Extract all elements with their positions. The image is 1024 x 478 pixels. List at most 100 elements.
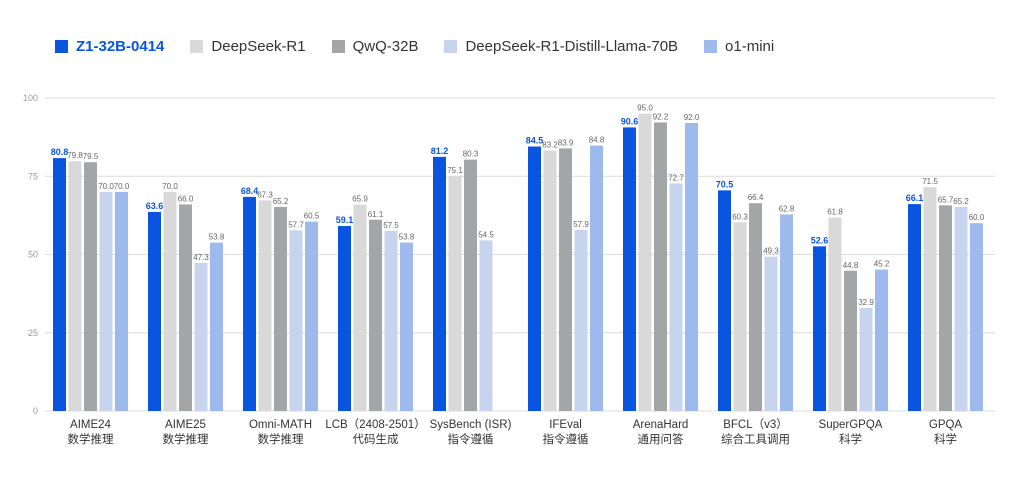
- x-tick-label: BFCL（v3）: [723, 418, 788, 431]
- data-label: 92.2: [653, 112, 669, 121]
- bar: [590, 145, 603, 412]
- bar: [433, 156, 446, 411]
- data-label: 57.5: [383, 221, 399, 230]
- x-tick-label: 综合工具调用: [721, 432, 790, 446]
- y-tick-label: 0: [33, 406, 38, 416]
- x-tick-label: SuperGPQA: [819, 419, 883, 431]
- bar: [654, 122, 667, 411]
- legend-label: QwQ-32B: [352, 38, 419, 55]
- bar: [623, 127, 636, 411]
- bar: [274, 206, 287, 411]
- data-label: 70.0: [98, 182, 114, 191]
- data-label: 57.9: [573, 220, 589, 229]
- bar: [68, 161, 82, 411]
- y-tick-label: 100: [23, 93, 38, 103]
- x-tick-label: GPQA: [929, 419, 963, 431]
- data-label: 81.2: [431, 146, 449, 156]
- data-label: 65.2: [953, 197, 969, 206]
- data-label: 71.5: [922, 177, 938, 186]
- data-label: 70.0: [162, 182, 178, 191]
- data-label: 53.8: [209, 233, 225, 242]
- bar: [353, 204, 367, 411]
- data-label: 52.6: [811, 235, 829, 245]
- legend-item: QwQ-32B: [331, 38, 419, 55]
- data-label: 83.2: [542, 141, 558, 150]
- data-label: 61.1: [368, 210, 384, 219]
- data-label: 84.5: [526, 136, 544, 146]
- legend-label: Z1-32B-0414: [76, 38, 165, 55]
- legend-item: o1-mini: [704, 38, 774, 55]
- data-label: 65.7: [938, 195, 954, 204]
- data-label: 62.8: [779, 204, 795, 213]
- bar: [908, 204, 921, 411]
- y-tick-label: 75: [28, 171, 38, 181]
- data-label: 66.4: [748, 193, 764, 202]
- bar: [813, 246, 826, 411]
- x-tick-label: 科学: [934, 432, 957, 446]
- legend: Z1-32B-0414 DeepSeek-R1 QwQ-32B DeepSeek-R1…: [55, 38, 774, 55]
- data-label: 79.8: [67, 151, 83, 160]
- x-tick-label: 指令遵循: [543, 432, 589, 446]
- bar: [210, 242, 223, 411]
- bar: [718, 190, 731, 411]
- x-tick-label: 数学推理: [258, 432, 304, 446]
- data-label: 70.5: [716, 179, 734, 189]
- x-tick-label: 指令遵循: [448, 432, 494, 446]
- bar: [859, 308, 873, 411]
- legend-swatch: [55, 40, 68, 53]
- data-label: 65.9: [352, 195, 368, 204]
- data-label: 60.5: [304, 212, 320, 221]
- bar: [148, 211, 161, 411]
- data-label: 67.3: [257, 190, 273, 199]
- x-tick-label: IFEval: [549, 419, 582, 431]
- bar: [764, 256, 778, 411]
- bar: [669, 183, 683, 411]
- data-label: 32.9: [858, 298, 874, 307]
- bar: [939, 205, 952, 411]
- data-label: 54.5: [478, 230, 494, 239]
- data-label: 95.0: [637, 104, 653, 113]
- data-label: 92.0: [684, 113, 700, 122]
- x-tick-label: SysBench (ISR): [430, 419, 512, 431]
- y-tick-label: 25: [28, 328, 38, 338]
- bar: [464, 159, 477, 411]
- bar: [733, 222, 747, 411]
- bar: [179, 204, 192, 411]
- data-label: 63.6: [146, 201, 164, 211]
- bar: [369, 219, 382, 411]
- bar: [400, 242, 413, 411]
- data-label: 53.8: [399, 233, 415, 242]
- bar: [780, 214, 793, 411]
- bar: [53, 158, 66, 411]
- bar: [875, 269, 888, 411]
- legend-swatch: [444, 40, 458, 53]
- data-label: 90.6: [621, 116, 639, 126]
- bar: [954, 206, 968, 411]
- legend-item: Z1-32B-0414: [55, 38, 164, 55]
- data-label: 80.3: [463, 150, 479, 159]
- bar: [338, 226, 351, 411]
- bar: [844, 270, 857, 411]
- data-label: 80.8: [51, 147, 69, 157]
- bar: [749, 203, 762, 411]
- legend-item: DeepSeek-R1-Distill-Llama-70B: [444, 38, 678, 55]
- bar: [559, 148, 572, 411]
- bar: [305, 221, 318, 411]
- x-tick-label: AIME25: [165, 419, 206, 431]
- legend-item: DeepSeek-R1: [190, 38, 306, 55]
- data-label: 72.7: [668, 173, 684, 182]
- x-tick-label: 科学: [839, 432, 862, 446]
- legend-swatch: [190, 40, 204, 53]
- bar: [638, 113, 652, 412]
- x-tick-label: LCB（2408-2501）: [325, 418, 425, 431]
- x-tick-label: 数学推理: [163, 432, 209, 446]
- legend-label: DeepSeek-R1: [211, 38, 306, 55]
- data-label: 66.0: [178, 194, 194, 203]
- data-label: 65.2: [273, 197, 289, 206]
- data-label: 83.9: [558, 138, 574, 147]
- data-label: 49.3: [763, 247, 779, 256]
- data-label: 79.5: [83, 152, 99, 161]
- data-label: 75.1: [447, 166, 463, 175]
- bar: [543, 150, 557, 412]
